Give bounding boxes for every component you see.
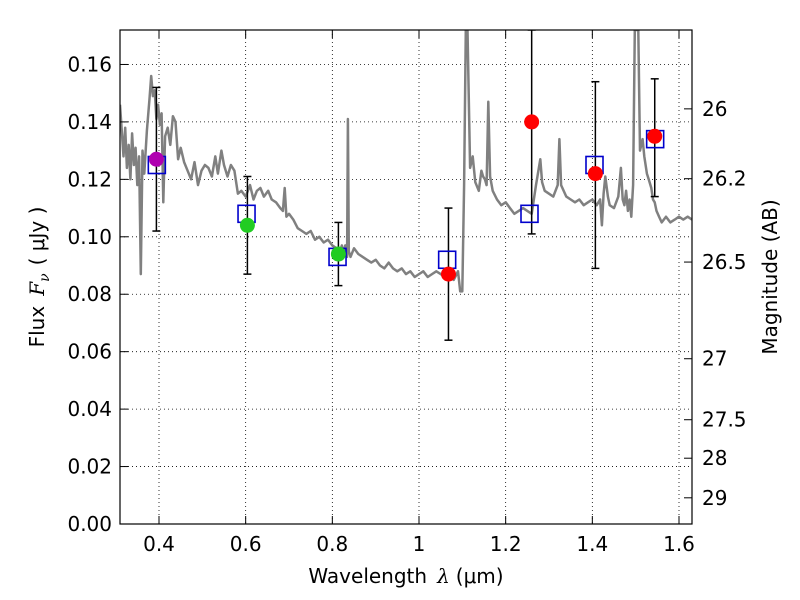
magnitude-tick-label: 26.5 [702, 250, 747, 274]
magnitude-axis-label: Magnitude (AB) [758, 199, 782, 354]
observed-photometry [148, 114, 663, 282]
plot-background [120, 30, 692, 524]
observed-point [587, 166, 603, 182]
y-tick-label: 0.14 [67, 110, 112, 134]
observed-point [524, 114, 540, 130]
model-spectrum [120, 30, 692, 293]
magnitude-axis-ticks: 26 26.2 26.5 27 27.5 28 29 [684, 97, 747, 510]
x-axis-ticks: 0.4 0.6 0.8 1 1.2 1.4 1.6 [143, 30, 695, 556]
x-tick-label: 1 [413, 532, 426, 556]
x-tick-label: 1.2 [490, 532, 522, 556]
y-tick-label: 0.08 [67, 282, 112, 306]
y-tick-label: 0.06 [67, 340, 112, 364]
observed-point [148, 151, 164, 167]
y-tick-label: 0.16 [67, 52, 112, 76]
observed-point [440, 266, 456, 282]
magnitude-tick-label: 27.5 [702, 408, 747, 432]
y-axis-ticks: 0.00 0.02 0.04 0.06 0.08 0.10 0.12 0.14 0.16 [67, 52, 128, 536]
magnitude-tick-label: 26 [702, 97, 727, 121]
y-tick-label: 0.04 [67, 397, 112, 421]
x-tick-label: 0.4 [143, 532, 175, 556]
x-tick-label: 0.6 [230, 532, 262, 556]
observed-point [330, 246, 346, 262]
magnitude-tick-label: 29 [702, 486, 727, 510]
spectrum-line [120, 30, 692, 293]
y-tick-label: 0.12 [67, 167, 112, 191]
y-tick-label: 0.10 [67, 225, 112, 249]
observed-point [239, 217, 255, 233]
magnitude-tick-label: 27 [702, 347, 727, 371]
observed-point [647, 128, 663, 144]
model-band-square [520, 204, 539, 224]
x-tick-label: 1.6 [663, 532, 695, 556]
y-tick-label: 0.00 [67, 512, 112, 536]
plot-frame [119, 29, 693, 525]
magnitude-tick-label: 28 [702, 446, 727, 470]
y-tick-label: 0.02 [67, 455, 112, 479]
x-tick-label: 0.8 [316, 532, 348, 556]
magnitude-tick-label: 26.2 [702, 167, 747, 191]
x-axis-label: Wavelength λ (μm) [308, 564, 503, 588]
y-axis-label: FluxFν( μJy ) [25, 207, 53, 348]
x-tick-label: 1.4 [576, 532, 608, 556]
